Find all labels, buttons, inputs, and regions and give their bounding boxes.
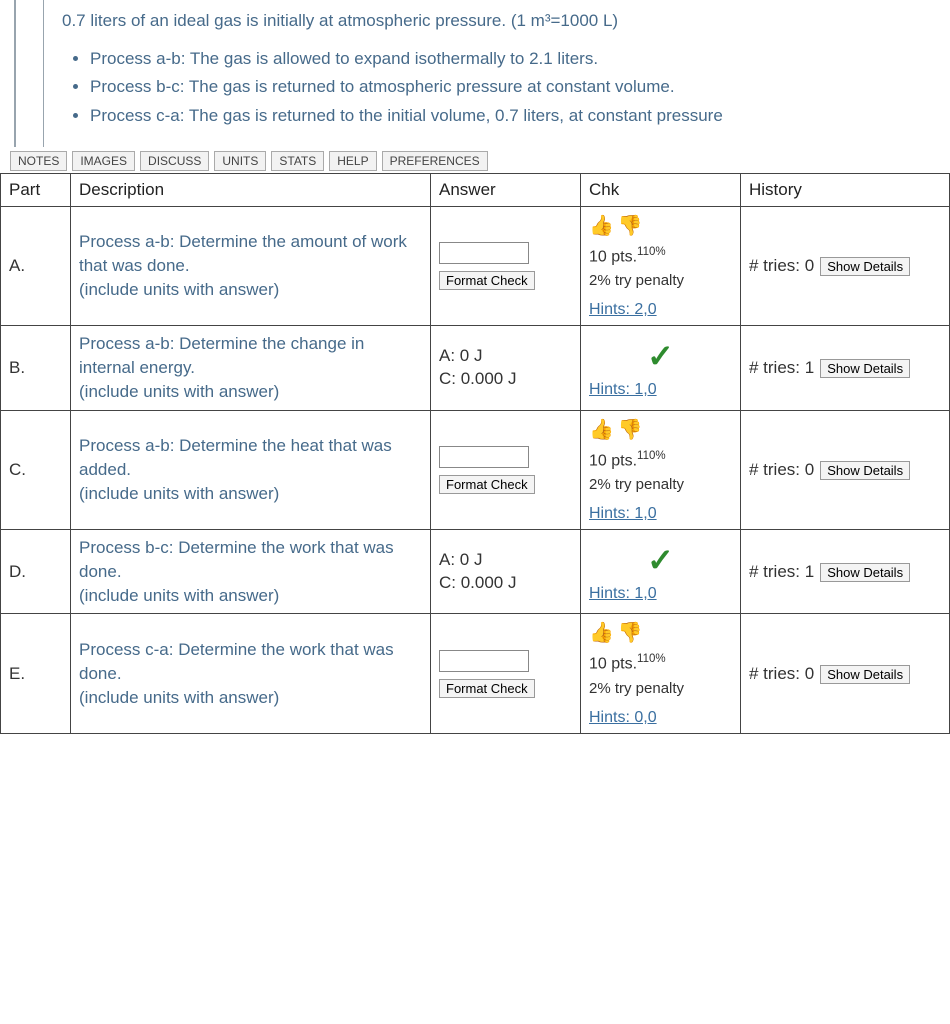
part-description: Process c-a: Determine the work that was… <box>71 614 431 733</box>
process-bc: Process b-c: The gas is returned to atmo… <box>90 74 950 100</box>
history-cell: # tries: 1 Show Details <box>741 530 950 614</box>
thumb-down-icon[interactable]: 👎 <box>618 419 647 441</box>
hints-link[interactable]: Hints: 0,0 <box>589 709 657 726</box>
format-check-button[interactable]: Format Check <box>439 475 535 494</box>
answer-input[interactable] <box>439 242 529 264</box>
show-details-button[interactable]: Show Details <box>820 257 910 276</box>
answer-cell: Format Check <box>431 410 581 529</box>
part-description: Process a-b: Determine the amount of wor… <box>71 207 431 326</box>
part-description: Process a-b: Determine the change in int… <box>71 326 431 410</box>
table-row: A.Process a-b: Determine the amount of w… <box>1 207 950 326</box>
show-details-button[interactable]: Show Details <box>820 461 910 480</box>
format-check-button[interactable]: Format Check <box>439 271 535 290</box>
chk-cell: ✓ Hints: 1,0 <box>581 530 741 614</box>
show-details-button[interactable]: Show Details <box>820 359 910 378</box>
chk-cell: 👍👎 10 pts.110% 2% try penalty Hints: 1,0 <box>581 410 741 529</box>
hints-link[interactable]: Hints: 2,0 <box>589 301 657 318</box>
checkmark-icon: ✓ <box>589 541 732 579</box>
part-id: B. <box>1 326 71 410</box>
hints-link[interactable]: Hints: 1,0 <box>589 505 657 522</box>
points-line: 10 pts.110% <box>589 450 732 470</box>
penalty-text: 2% try penalty <box>589 680 732 697</box>
table-row: D.Process b-c: Determine the work that w… <box>1 530 950 614</box>
parts-table: Part Description Answer Chk History A.Pr… <box>0 173 950 734</box>
chk-cell: 👍👎 10 pts.110% 2% try penalty Hints: 2,0 <box>581 207 741 326</box>
answer-cell: A: 0 JC: 0.000 J <box>431 326 581 410</box>
help-button[interactable]: HELP <box>329 151 376 171</box>
discuss-button[interactable]: DISCUSS <box>140 151 209 171</box>
penalty-text: 2% try penalty <box>589 272 732 289</box>
header-part: Part <box>1 174 71 207</box>
show-details-button[interactable]: Show Details <box>820 563 910 582</box>
units-button[interactable]: UNITS <box>214 151 266 171</box>
process-ca: Process c-a: The gas is returned to the … <box>90 103 950 129</box>
tries-count: # tries: 1 <box>749 358 814 377</box>
answer-static: A: 0 JC: 0.000 J <box>439 549 572 595</box>
show-details-button[interactable]: Show Details <box>820 665 910 684</box>
chk-cell: ✓ Hints: 1,0 <box>581 326 741 410</box>
thumb-up-icon[interactable]: 👍 <box>589 419 618 441</box>
hints-link[interactable]: Hints: 1,0 <box>589 585 657 602</box>
toolbar: NOTES IMAGES DISCUSS UNITS STATS HELP PR… <box>0 147 950 173</box>
left-border-strip <box>14 0 44 147</box>
notes-button[interactable]: NOTES <box>10 151 67 171</box>
header-history: History <box>741 174 950 207</box>
history-cell: # tries: 1 Show Details <box>741 326 950 410</box>
stats-button[interactable]: STATS <box>271 151 324 171</box>
process-ab: Process a-b: The gas is allowed to expan… <box>90 46 950 72</box>
points-line: 10 pts.110% <box>589 653 732 673</box>
tries-count: # tries: 0 <box>749 664 814 683</box>
thumbs-icons: 👍👎 <box>589 620 732 645</box>
format-check-button[interactable]: Format Check <box>439 679 535 698</box>
table-row: C.Process a-b: Determine the heat that w… <box>1 410 950 529</box>
process-list: Process a-b: The gas is allowed to expan… <box>90 46 950 129</box>
problem-intro: 0.7 liters of an ideal gas is initially … <box>62 11 618 30</box>
answer-cell: A: 0 JC: 0.000 J <box>431 530 581 614</box>
answer-input[interactable] <box>439 650 529 672</box>
header-answer: Answer <box>431 174 581 207</box>
tries-count: # tries: 1 <box>749 562 814 581</box>
answer-cell: Format Check <box>431 207 581 326</box>
part-description: Process b-c: Determine the work that was… <box>71 530 431 614</box>
thumbs-icons: 👍👎 <box>589 213 732 238</box>
history-cell: # tries: 0 Show Details <box>741 410 950 529</box>
points-line: 10 pts.110% <box>589 246 732 266</box>
problem-statement: 0.7 liters of an ideal gas is initially … <box>0 0 950 147</box>
preferences-button[interactable]: PREFERENCES <box>382 151 488 171</box>
thumb-up-icon[interactable]: 👍 <box>589 622 618 644</box>
answer-cell: Format Check <box>431 614 581 733</box>
thumb-down-icon[interactable]: 👎 <box>618 622 647 644</box>
part-id: D. <box>1 530 71 614</box>
penalty-text: 2% try penalty <box>589 476 732 493</box>
thumb-down-icon[interactable]: 👎 <box>618 215 647 237</box>
table-row: B.Process a-b: Determine the change in i… <box>1 326 950 410</box>
answer-static: A: 0 JC: 0.000 J <box>439 345 572 391</box>
part-description: Process a-b: Determine the heat that was… <box>71 410 431 529</box>
hints-link[interactable]: Hints: 1,0 <box>589 381 657 398</box>
thumb-up-icon[interactable]: 👍 <box>589 215 618 237</box>
tries-count: # tries: 0 <box>749 460 814 479</box>
header-chk: Chk <box>581 174 741 207</box>
header-description: Description <box>71 174 431 207</box>
part-id: E. <box>1 614 71 733</box>
history-cell: # tries: 0 Show Details <box>741 614 950 733</box>
thumbs-icons: 👍👎 <box>589 417 732 442</box>
history-cell: # tries: 0 Show Details <box>741 207 950 326</box>
images-button[interactable]: IMAGES <box>72 151 135 171</box>
answer-input[interactable] <box>439 446 529 468</box>
part-id: C. <box>1 410 71 529</box>
chk-cell: 👍👎 10 pts.110% 2% try penalty Hints: 0,0 <box>581 614 741 733</box>
tries-count: # tries: 0 <box>749 256 814 275</box>
part-id: A. <box>1 207 71 326</box>
checkmark-icon: ✓ <box>589 337 732 375</box>
table-row: E.Process c-a: Determine the work that w… <box>1 614 950 733</box>
